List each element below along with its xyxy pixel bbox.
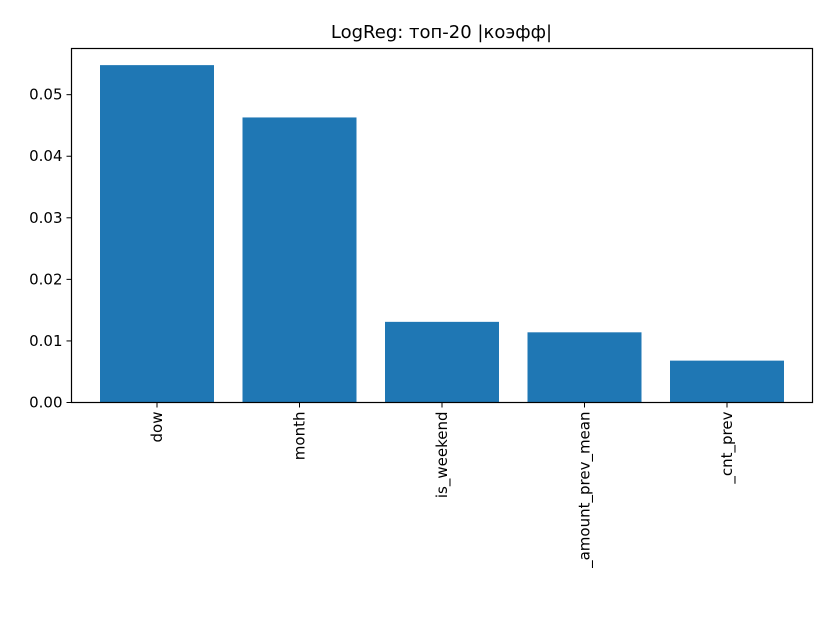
y-axis: 0.00 0.01 0.02 0.03 0.04 0.05	[29, 86, 72, 412]
x-tick-label: _cnt_prev	[718, 411, 737, 484]
x-tick-label: month	[291, 412, 309, 461]
y-tick-label: 0.04	[29, 147, 62, 165]
x-axis: dow month is_weekend _amount_prev_mean _cnt_…	[148, 402, 737, 569]
chart-title: LogReg: топ-20 |коэфф|	[331, 22, 552, 43]
x-tick-label: _amount_prev_mean	[576, 412, 595, 569]
bar-dow	[100, 65, 214, 403]
bar-cnt-prev	[670, 360, 784, 403]
plot-frame	[70, 47, 814, 404]
x-tick-label: is_weekend	[433, 412, 452, 499]
bar-is-weekend	[385, 321, 499, 403]
y-tick-label: 0.05	[29, 86, 62, 104]
y-tick-label: 0.02	[29, 270, 62, 288]
y-tick-label: 0.03	[29, 209, 62, 227]
y-tick-label: 0.01	[29, 332, 62, 350]
bar-amount-prev-mean	[527, 332, 642, 403]
bar-month	[242, 117, 357, 403]
bars-group	[100, 65, 784, 403]
y-tick-label: 0.00	[29, 394, 62, 412]
x-tick-label: dow	[148, 412, 166, 443]
